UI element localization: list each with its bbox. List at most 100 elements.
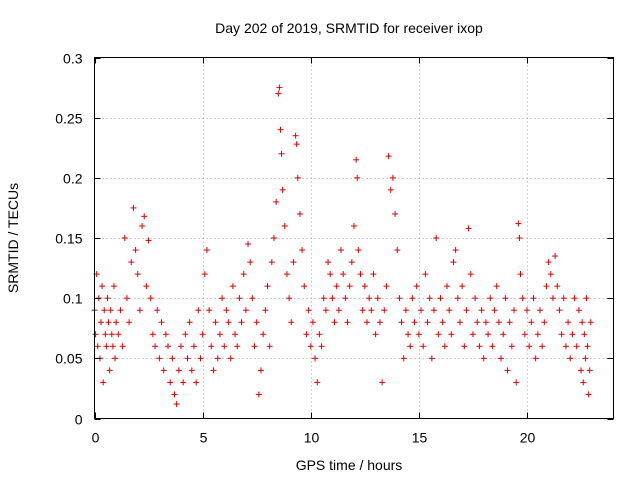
data-point xyxy=(476,343,483,350)
data-point xyxy=(99,283,106,290)
data-point xyxy=(264,283,271,290)
data-point xyxy=(119,343,126,350)
data-point xyxy=(424,319,431,326)
data-point xyxy=(134,271,141,278)
data-point xyxy=(381,307,388,314)
data-point xyxy=(515,220,522,227)
data-point xyxy=(251,343,258,350)
data-point xyxy=(340,271,347,278)
data-point xyxy=(346,283,353,290)
data-point xyxy=(435,331,442,338)
data-point xyxy=(94,343,101,350)
y-tick-label: 0.25 xyxy=(55,111,82,127)
data-point xyxy=(221,343,228,350)
data-point xyxy=(240,271,247,278)
data-point xyxy=(353,156,360,163)
y-tick-label: 0.2 xyxy=(63,171,83,187)
y-tick-labels: 0 0.05 0.1 0.15 0.2 0.25 0.3 xyxy=(55,51,82,428)
data-point xyxy=(331,319,338,326)
data-point xyxy=(234,343,241,350)
data-point xyxy=(396,295,403,302)
data-point xyxy=(385,153,392,160)
x-tick-label: 20 xyxy=(520,430,536,446)
data-point xyxy=(186,319,193,326)
data-point xyxy=(379,379,386,386)
data-point xyxy=(580,379,587,386)
data-point xyxy=(286,295,293,302)
data-point xyxy=(400,355,407,362)
data-point xyxy=(335,307,342,314)
data-point xyxy=(351,222,357,229)
data-point xyxy=(560,295,567,302)
data-point xyxy=(171,391,178,398)
data-point xyxy=(439,319,446,326)
data-point xyxy=(199,331,206,338)
data-point xyxy=(374,295,381,302)
data-point xyxy=(534,331,541,338)
x-axis-label: GPS time / hours xyxy=(296,457,403,473)
data-point xyxy=(322,307,329,314)
data-point xyxy=(547,271,554,278)
data-point xyxy=(485,331,492,338)
data-point xyxy=(275,90,282,97)
data-point xyxy=(273,198,280,205)
data-point xyxy=(578,367,585,374)
data-point xyxy=(115,331,122,338)
grid-lines xyxy=(94,57,614,419)
data-point xyxy=(182,331,189,338)
data-point xyxy=(143,283,150,290)
data-point xyxy=(149,331,156,338)
data-point xyxy=(539,343,546,350)
data-point xyxy=(463,307,470,314)
data-point xyxy=(359,307,366,314)
data-point xyxy=(292,132,299,139)
data-point xyxy=(290,259,297,266)
y-tick-label: 0.15 xyxy=(55,231,82,247)
data-point xyxy=(459,283,466,290)
data-point xyxy=(506,319,513,326)
data-point xyxy=(262,307,269,314)
y-tick-label: 0.3 xyxy=(63,51,83,67)
data-point xyxy=(387,186,394,193)
data-point xyxy=(277,126,284,133)
data-point xyxy=(303,331,310,338)
data-point xyxy=(158,319,165,326)
data-point xyxy=(344,319,351,326)
data-point xyxy=(549,295,556,302)
data-point xyxy=(247,259,254,266)
data-point xyxy=(517,271,524,278)
x-tick-label: 15 xyxy=(412,430,428,446)
data-point xyxy=(545,259,552,266)
data-point xyxy=(461,343,468,350)
data-point xyxy=(415,331,422,338)
data-point xyxy=(491,307,498,314)
data-point xyxy=(320,295,327,302)
data-point xyxy=(276,84,283,91)
data-point xyxy=(132,247,139,254)
data-point xyxy=(354,174,361,181)
data-point xyxy=(556,307,563,314)
data-point xyxy=(495,319,502,326)
data-point xyxy=(508,343,515,350)
data-point xyxy=(558,331,565,338)
data-point xyxy=(504,367,511,374)
data-points xyxy=(91,84,594,408)
data-point xyxy=(581,331,588,338)
data-point xyxy=(107,307,114,314)
data-point xyxy=(383,283,390,290)
data-point xyxy=(586,367,593,374)
data-point xyxy=(293,141,300,148)
data-point xyxy=(433,235,440,241)
data-point xyxy=(165,343,172,350)
data-point xyxy=(130,204,137,211)
data-point xyxy=(543,283,550,290)
x-tick-label: 10 xyxy=(304,430,320,446)
data-point xyxy=(502,295,509,302)
data-point xyxy=(389,174,396,181)
data-point xyxy=(279,186,286,193)
data-point xyxy=(585,391,592,398)
data-point xyxy=(225,319,232,326)
data-point xyxy=(201,271,208,278)
